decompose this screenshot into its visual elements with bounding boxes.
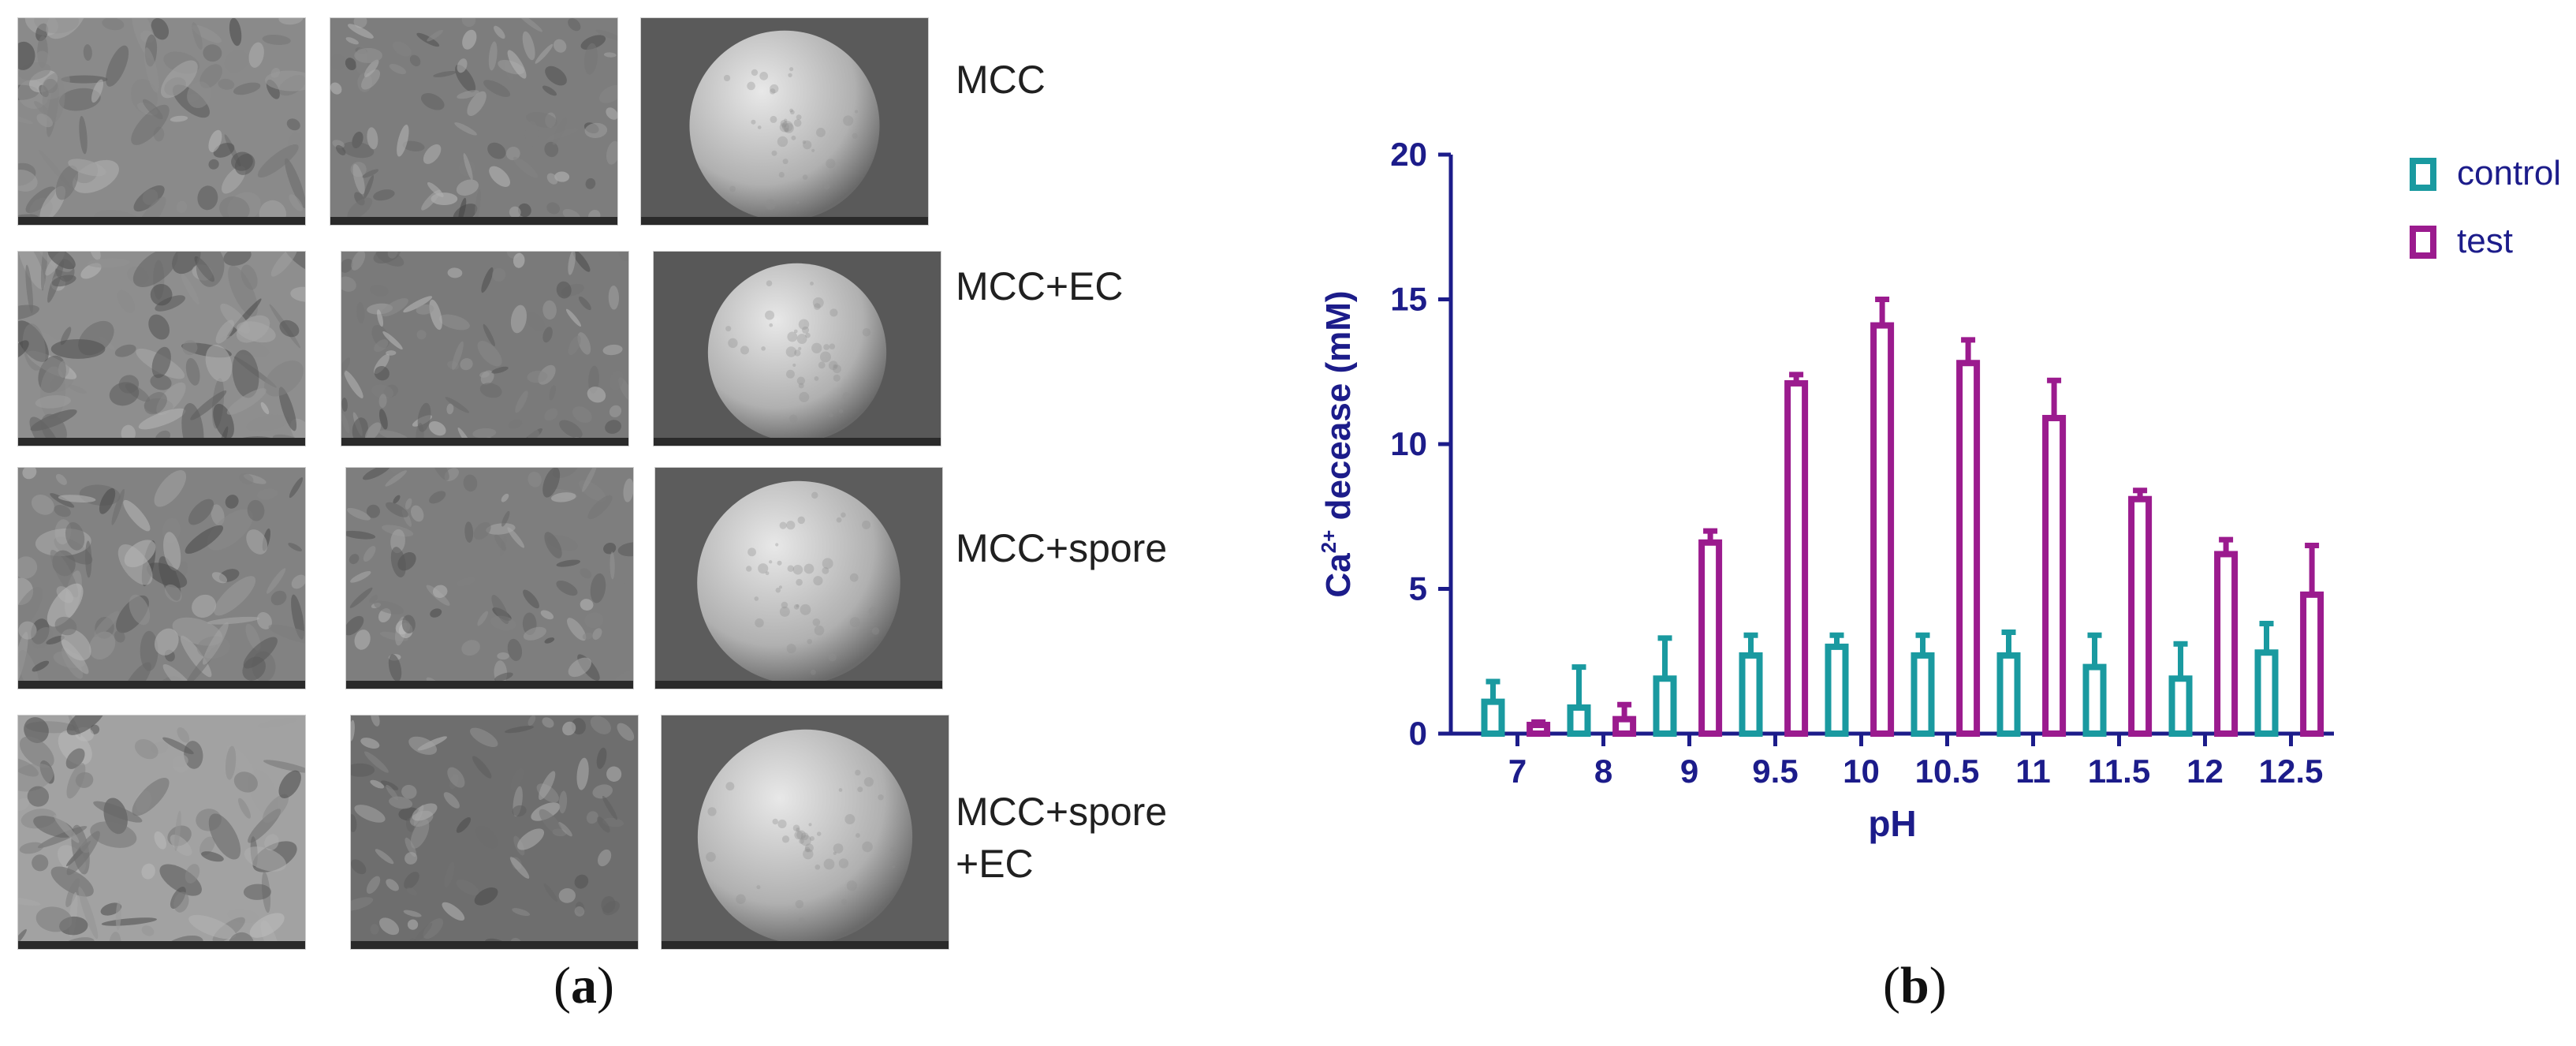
y-tick-label: 15	[1390, 281, 1427, 318]
y-tick-label: 10	[1390, 425, 1427, 462]
bar-test-8	[1612, 715, 1637, 738]
row-label-3-line-1: MCC+spore	[956, 526, 1168, 570]
bar-control-10.5	[1911, 652, 1935, 737]
x-tick-label: 11.5	[2088, 753, 2150, 790]
bar-control-12	[2168, 675, 2193, 738]
legend-label-control: control	[2457, 154, 2561, 192]
bar-test-12	[2214, 551, 2239, 738]
x-tick-label: 9.5	[1752, 753, 1798, 790]
panel-b-caption-open: (	[1883, 957, 1900, 1014]
bar-test-10.5	[1956, 360, 1981, 737]
sem-micrograph-r4-c2	[350, 715, 639, 950]
sem-micrograph-r2-c3	[653, 251, 941, 446]
sem-micrograph-r1-c2	[330, 17, 618, 226]
bar-test-10	[1870, 322, 1895, 737]
x-tick-label: 10	[1843, 753, 1880, 790]
bar-control-8	[1567, 704, 1591, 737]
bar-test-11.5	[2128, 495, 2153, 737]
y-axis-label-rest: decease (mM)	[1319, 290, 1358, 529]
row-label-4-line-2: +EC	[956, 842, 1034, 886]
panel-b-caption-close: )	[1929, 957, 1947, 1014]
legend-swatch-test	[2410, 226, 2436, 259]
bar-test-9	[1698, 539, 1723, 738]
bar-control-7	[1481, 698, 1505, 738]
x-tick-label: 8	[1594, 753, 1612, 790]
x-tick-label: 12.5	[2259, 753, 2324, 790]
panel-b-caption-letter: b	[1899, 957, 1929, 1014]
bar-test-7	[1527, 721, 1551, 737]
legend-swatch-control	[2410, 158, 2436, 191]
y-axis-label: Ca2+ decease (mM)	[1317, 290, 1358, 597]
bar-control-9.5	[1739, 652, 1763, 737]
sem-micrograph-r2-c2	[341, 251, 629, 446]
bar-test-11	[2042, 414, 2067, 737]
row-label-1-line-1: MCC	[956, 58, 1046, 102]
panel-a-caption: (a)	[554, 956, 614, 1016]
y-axis-label-main: Ca	[1319, 553, 1358, 598]
sem-micrograph-r4-c3	[661, 715, 949, 950]
y-tick-label: 20	[1390, 136, 1427, 173]
bar-control-11	[1996, 652, 2021, 737]
panel-a-caption-open: (	[554, 957, 571, 1014]
x-tick-label: 12	[2186, 753, 2224, 790]
sem-micrograph-r3-c1	[17, 467, 306, 689]
sem-micrograph-r2-c1	[17, 251, 306, 446]
sem-micrograph-r3-c2	[345, 467, 634, 689]
row-label-2-line-1: MCC+EC	[956, 264, 1124, 308]
bar-test-9.5	[1784, 379, 1809, 737]
y-tick-label: 5	[1409, 570, 1427, 607]
panel-a-caption-close: )	[596, 957, 614, 1014]
x-tick-label: 10.5	[1915, 753, 1980, 790]
bar-control-10	[1825, 643, 1849, 738]
y-axis-label-superscript: 2+	[1317, 530, 1340, 554]
sem-micrograph-r4-c1	[17, 715, 306, 950]
bar-control-9	[1653, 675, 1677, 738]
legend-label-test: test	[2457, 222, 2513, 260]
bar-test-12.5	[2300, 591, 2324, 738]
bar-chart: 0 5 10 15 20 7 8 9 9.5 10 10.5 11 11.5 12 12.5 pH Ca2+ d…	[1317, 136, 2561, 844]
x-tick-label: 11	[2015, 753, 2050, 790]
x-tick-label: 7	[1508, 753, 1527, 790]
x-tick-label: 9	[1680, 753, 1698, 790]
panel-a-caption-letter: a	[570, 957, 597, 1014]
row-label-4-line-1: MCC+spore	[956, 790, 1168, 834]
sem-micrograph-r1-c1	[17, 17, 306, 226]
sem-micrograph-r3-c3	[654, 467, 943, 689]
panel-b-caption: (b)	[1883, 956, 1947, 1016]
bar-control-12.5	[2254, 649, 2279, 737]
bar-control-11.5	[2082, 663, 2107, 738]
y-tick-label: 0	[1409, 715, 1427, 752]
x-axis-label: pH	[1868, 803, 1916, 844]
sem-micrograph-r1-c3	[640, 17, 929, 226]
